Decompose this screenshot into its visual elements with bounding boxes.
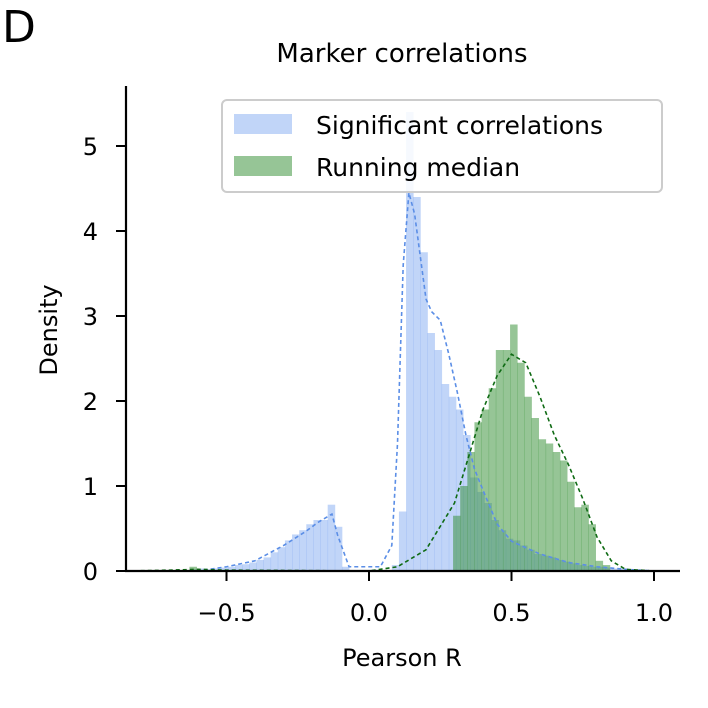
significant-correlations-bar-29 bbox=[441, 384, 450, 571]
y-axis-label: Density bbox=[35, 284, 63, 375]
legend-label-running-median: Running median bbox=[316, 153, 520, 182]
significant-correlations-bar-20 bbox=[334, 526, 343, 571]
significant-correlations-bar-6 bbox=[235, 565, 243, 571]
running-median-bar-8 bbox=[502, 350, 511, 571]
running-median-bar-9 bbox=[510, 324, 518, 571]
running-median-bar-3 bbox=[467, 452, 475, 571]
y-tick-label: 1 bbox=[83, 473, 98, 501]
running-median-bar-10 bbox=[517, 362, 525, 571]
running-median-bar-20 bbox=[588, 524, 596, 571]
running-median-bar-18 bbox=[574, 507, 582, 571]
x-tick-label: 0.0 bbox=[350, 599, 388, 627]
running-median-bar-19 bbox=[581, 504, 589, 571]
significant-correlations-bar-23 bbox=[398, 511, 407, 571]
significant-correlations-bar-22 bbox=[391, 565, 400, 571]
x-tick-label: −0.5 bbox=[197, 599, 255, 627]
running-median-bar-12 bbox=[531, 418, 539, 571]
running-median-bars bbox=[189, 324, 611, 571]
y-tick-label: 2 bbox=[83, 388, 98, 416]
significant-correlations-bar-25 bbox=[413, 197, 421, 571]
significant-correlations-bar-7 bbox=[242, 564, 250, 571]
significant-correlations-bar-19 bbox=[327, 504, 336, 571]
x-axis-label: Pearson R bbox=[342, 644, 462, 672]
significant-correlations-bar-27 bbox=[427, 333, 435, 571]
significant-correlations-bar-5 bbox=[227, 566, 236, 571]
chart-title: Marker correlations bbox=[276, 39, 527, 69]
y-tick-label: 4 bbox=[83, 218, 98, 246]
legend: Significant correlations Running median bbox=[221, 99, 663, 193]
axes: −0.5 0.0 0.5 1.0 0 1 2 3 4 5 bbox=[83, 86, 680, 627]
significant-correlations-bar-12 bbox=[277, 547, 286, 571]
significant-correlations-bar-31 bbox=[455, 409, 464, 571]
significant-correlations-bar-21 bbox=[341, 566, 350, 571]
significant-correlations-bar-18 bbox=[320, 520, 329, 571]
significant-correlations-bar-8 bbox=[249, 562, 257, 571]
x-tick-label: 1.0 bbox=[635, 599, 673, 627]
significant-correlations-bar-28 bbox=[434, 350, 443, 571]
y-tick-label: 3 bbox=[83, 303, 98, 331]
running-median-bar-15 bbox=[552, 452, 561, 571]
significant-correlations-bar-13 bbox=[284, 540, 293, 571]
y-tick-label: 5 bbox=[83, 133, 98, 161]
significant-correlations-bar-4 bbox=[220, 567, 229, 571]
running-median-bar-14 bbox=[545, 443, 554, 571]
significant-correlations-bar-15 bbox=[299, 530, 307, 571]
significant-correlations-kde-line bbox=[126, 192, 655, 572]
plot-area bbox=[126, 112, 655, 572]
significant-correlations-bar-54 bbox=[619, 568, 628, 571]
running-median-bar-17 bbox=[567, 481, 575, 571]
y-tick-label: 0 bbox=[83, 558, 98, 586]
running-median-bar-13 bbox=[538, 439, 547, 571]
legend-swatch-significant bbox=[234, 114, 292, 134]
significant-correlations-bar-24 bbox=[406, 112, 414, 571]
significant-correlations-bar-17 bbox=[313, 520, 321, 571]
running-median-bar-5 bbox=[481, 409, 490, 571]
panel-label: D bbox=[2, 2, 36, 53]
running-median-bar-2 bbox=[460, 486, 468, 571]
running-median-bar-6 bbox=[488, 388, 497, 571]
significant-correlations-bar-1 bbox=[199, 568, 207, 571]
running-median-bar-21 bbox=[595, 560, 604, 571]
significant-correlations-bar-53 bbox=[612, 568, 621, 571]
significant-correlations-bar-16 bbox=[306, 524, 314, 571]
significant-correlations-bar-9 bbox=[256, 559, 264, 571]
running-median-bar-11 bbox=[524, 396, 532, 571]
significant-correlations-bar-30 bbox=[448, 396, 457, 571]
significant-correlations-bar-26 bbox=[420, 252, 428, 571]
significant-correlations-bar-11 bbox=[270, 552, 279, 571]
legend-label-significant: Significant correlations bbox=[316, 111, 603, 140]
legend-frame bbox=[221, 99, 663, 193]
significant-correlations-bar-14 bbox=[292, 534, 300, 571]
y-ticks: 0 1 2 3 4 5 bbox=[83, 133, 126, 586]
significant-correlations-bar-3 bbox=[213, 568, 222, 571]
running-median-bar-1 bbox=[453, 515, 461, 571]
running-median-bar-4 bbox=[474, 422, 482, 571]
running-median-bar-16 bbox=[559, 460, 568, 571]
legend-swatch-running-median bbox=[234, 156, 292, 176]
significant-correlations-bar-10 bbox=[263, 557, 272, 571]
x-tick-label: 0.5 bbox=[492, 599, 530, 627]
running-median-bar-7 bbox=[495, 350, 504, 571]
x-ticks: −0.5 0.0 0.5 1.0 bbox=[197, 571, 673, 627]
